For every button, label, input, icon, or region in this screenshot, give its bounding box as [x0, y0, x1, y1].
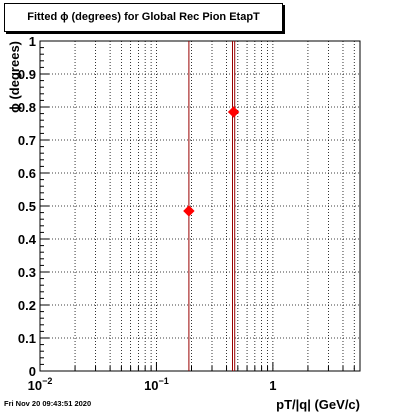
y-tick-label: 0 — [29, 364, 36, 379]
data-point-1 — [183, 205, 195, 217]
data-point-2 — [227, 106, 240, 118]
data-series — [183, 41, 240, 371]
x-tick-label: 10−2 — [28, 376, 53, 393]
y-tick-label: 0.7 — [18, 133, 36, 148]
x-tick-label: 10−1 — [144, 376, 169, 393]
tick-labels: 0 0.1 0.2 0.3 0.4 0.5 0.6 0.7 0.8 0.9 1 10−2 10−1 1 — [18, 34, 277, 393]
chart-title: Fitted ϕ (degrees) for Global Rec Pion E… — [4, 3, 283, 32]
y-tick-label: 0.9 — [18, 67, 36, 82]
y-tick-label: 0.6 — [18, 166, 36, 181]
grid-layer — [40, 41, 360, 371]
y-tick-label: 0.2 — [18, 298, 36, 313]
timestamp-footer: Fri Nov 20 09:43:51 2020 — [4, 399, 92, 408]
y-tick-label: 1 — [29, 34, 36, 49]
y-tick-label: 0.1 — [18, 331, 36, 346]
y-tick-label: 0.3 — [18, 265, 36, 280]
axis-ticks — [39, 40, 355, 372]
y-axis-label: ϕ (degrees) — [7, 41, 22, 113]
x-axis-label: pT/|q| (GeV/c) — [276, 397, 360, 412]
y-tick-label: 0.5 — [18, 199, 36, 214]
y-tick-label: 0.4 — [18, 232, 37, 247]
x-tick-label: 1 — [269, 378, 276, 393]
y-tick-label: 0.8 — [18, 100, 36, 115]
